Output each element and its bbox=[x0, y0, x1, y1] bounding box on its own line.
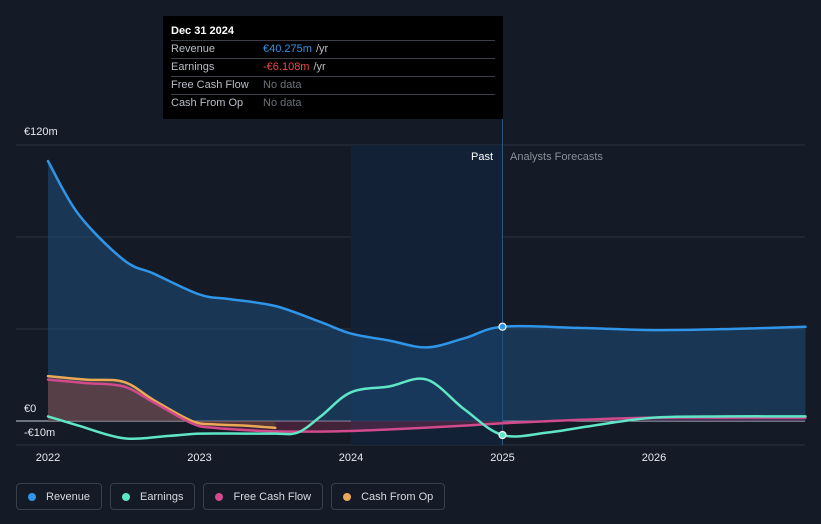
tooltip-row-revenue: Revenue €40.275m /yr bbox=[171, 40, 495, 58]
legend-label: Revenue bbox=[46, 490, 91, 503]
legend-item-revenue[interactable]: Revenue bbox=[16, 483, 103, 510]
series-fills bbox=[48, 161, 806, 432]
x-tick-label: 2026 bbox=[642, 452, 666, 464]
series-lines bbox=[46, 159, 807, 441]
x-tick-label: 2023 bbox=[187, 452, 211, 464]
legend-item-earnings[interactable]: Earnings bbox=[110, 483, 196, 510]
legend-label: Cash From Op bbox=[361, 490, 434, 503]
y-tick-top: €120m bbox=[24, 126, 58, 138]
forecast-label: Analysts Forecasts bbox=[510, 151, 603, 163]
tooltip-label: Revenue bbox=[171, 43, 216, 55]
legend-item-cash-from-op[interactable]: Cash From Op bbox=[331, 483, 446, 510]
revenue-area bbox=[48, 161, 806, 421]
free-cash-flow-area bbox=[48, 379, 806, 432]
free-cash-flow-dot-icon bbox=[215, 492, 224, 501]
y-tick-zero: €0 bbox=[24, 403, 37, 415]
x-tick-label: 2025 bbox=[490, 452, 514, 464]
legend-item-free-cash-flow[interactable]: Free Cash Flow bbox=[203, 483, 324, 510]
tooltip-value: No data bbox=[263, 79, 302, 91]
earnings-marker bbox=[498, 430, 507, 440]
tooltip-unit: /yr bbox=[315, 43, 329, 55]
tooltip-row-free-cash-flow: Free Cash Flow No data bbox=[171, 76, 495, 94]
legend-label: Earnings bbox=[140, 490, 184, 503]
tooltip-row-cash-from-op: Cash From Op No data bbox=[171, 94, 495, 112]
tooltip-row-earnings: Earnings -€6.108m /yr bbox=[171, 58, 495, 76]
legend: Revenue Earnings Free Cash Flow Cash Fro… bbox=[16, 483, 446, 510]
earnings-line bbox=[46, 377, 807, 441]
tooltip-value: -€6.108m bbox=[263, 61, 310, 73]
tooltip-label: Free Cash Flow bbox=[171, 79, 249, 91]
revenue-line bbox=[46, 159, 807, 349]
cash-from-op-area bbox=[48, 376, 276, 428]
revenue-marker bbox=[498, 322, 507, 331]
legend-label: Free Cash Flow bbox=[233, 490, 312, 503]
y-tick-bottom: -€10m bbox=[24, 427, 56, 439]
tooltip-label: Earnings bbox=[171, 61, 215, 73]
cash-from-op-line bbox=[46, 374, 277, 430]
x-axis: 2022 2023 2024 2025 2026 bbox=[36, 452, 666, 464]
tooltip-value: No data bbox=[263, 97, 302, 109]
tooltip-value: €40.275m bbox=[263, 43, 312, 55]
tooltip: Dec 31 2024 Revenue €40.275m /yr Earning… bbox=[163, 16, 503, 119]
tooltip-unit: /yr bbox=[313, 61, 326, 73]
cash-from-op-dot-icon bbox=[343, 492, 352, 501]
x-tick-label: 2024 bbox=[339, 452, 363, 464]
highlight-markers bbox=[498, 322, 507, 440]
revenue-dot-icon bbox=[28, 492, 36, 501]
past-label: Past bbox=[471, 151, 493, 163]
earnings-dot-icon bbox=[122, 492, 131, 501]
tooltip-label: Cash From Op bbox=[171, 97, 244, 109]
tooltip-date: Dec 31 2024 bbox=[171, 25, 234, 37]
chart-area: 2022 2023 2024 2025 2026 Past Analysts Forec… bbox=[16, 118, 807, 464]
x-tick-label: 2022 bbox=[36, 452, 60, 464]
